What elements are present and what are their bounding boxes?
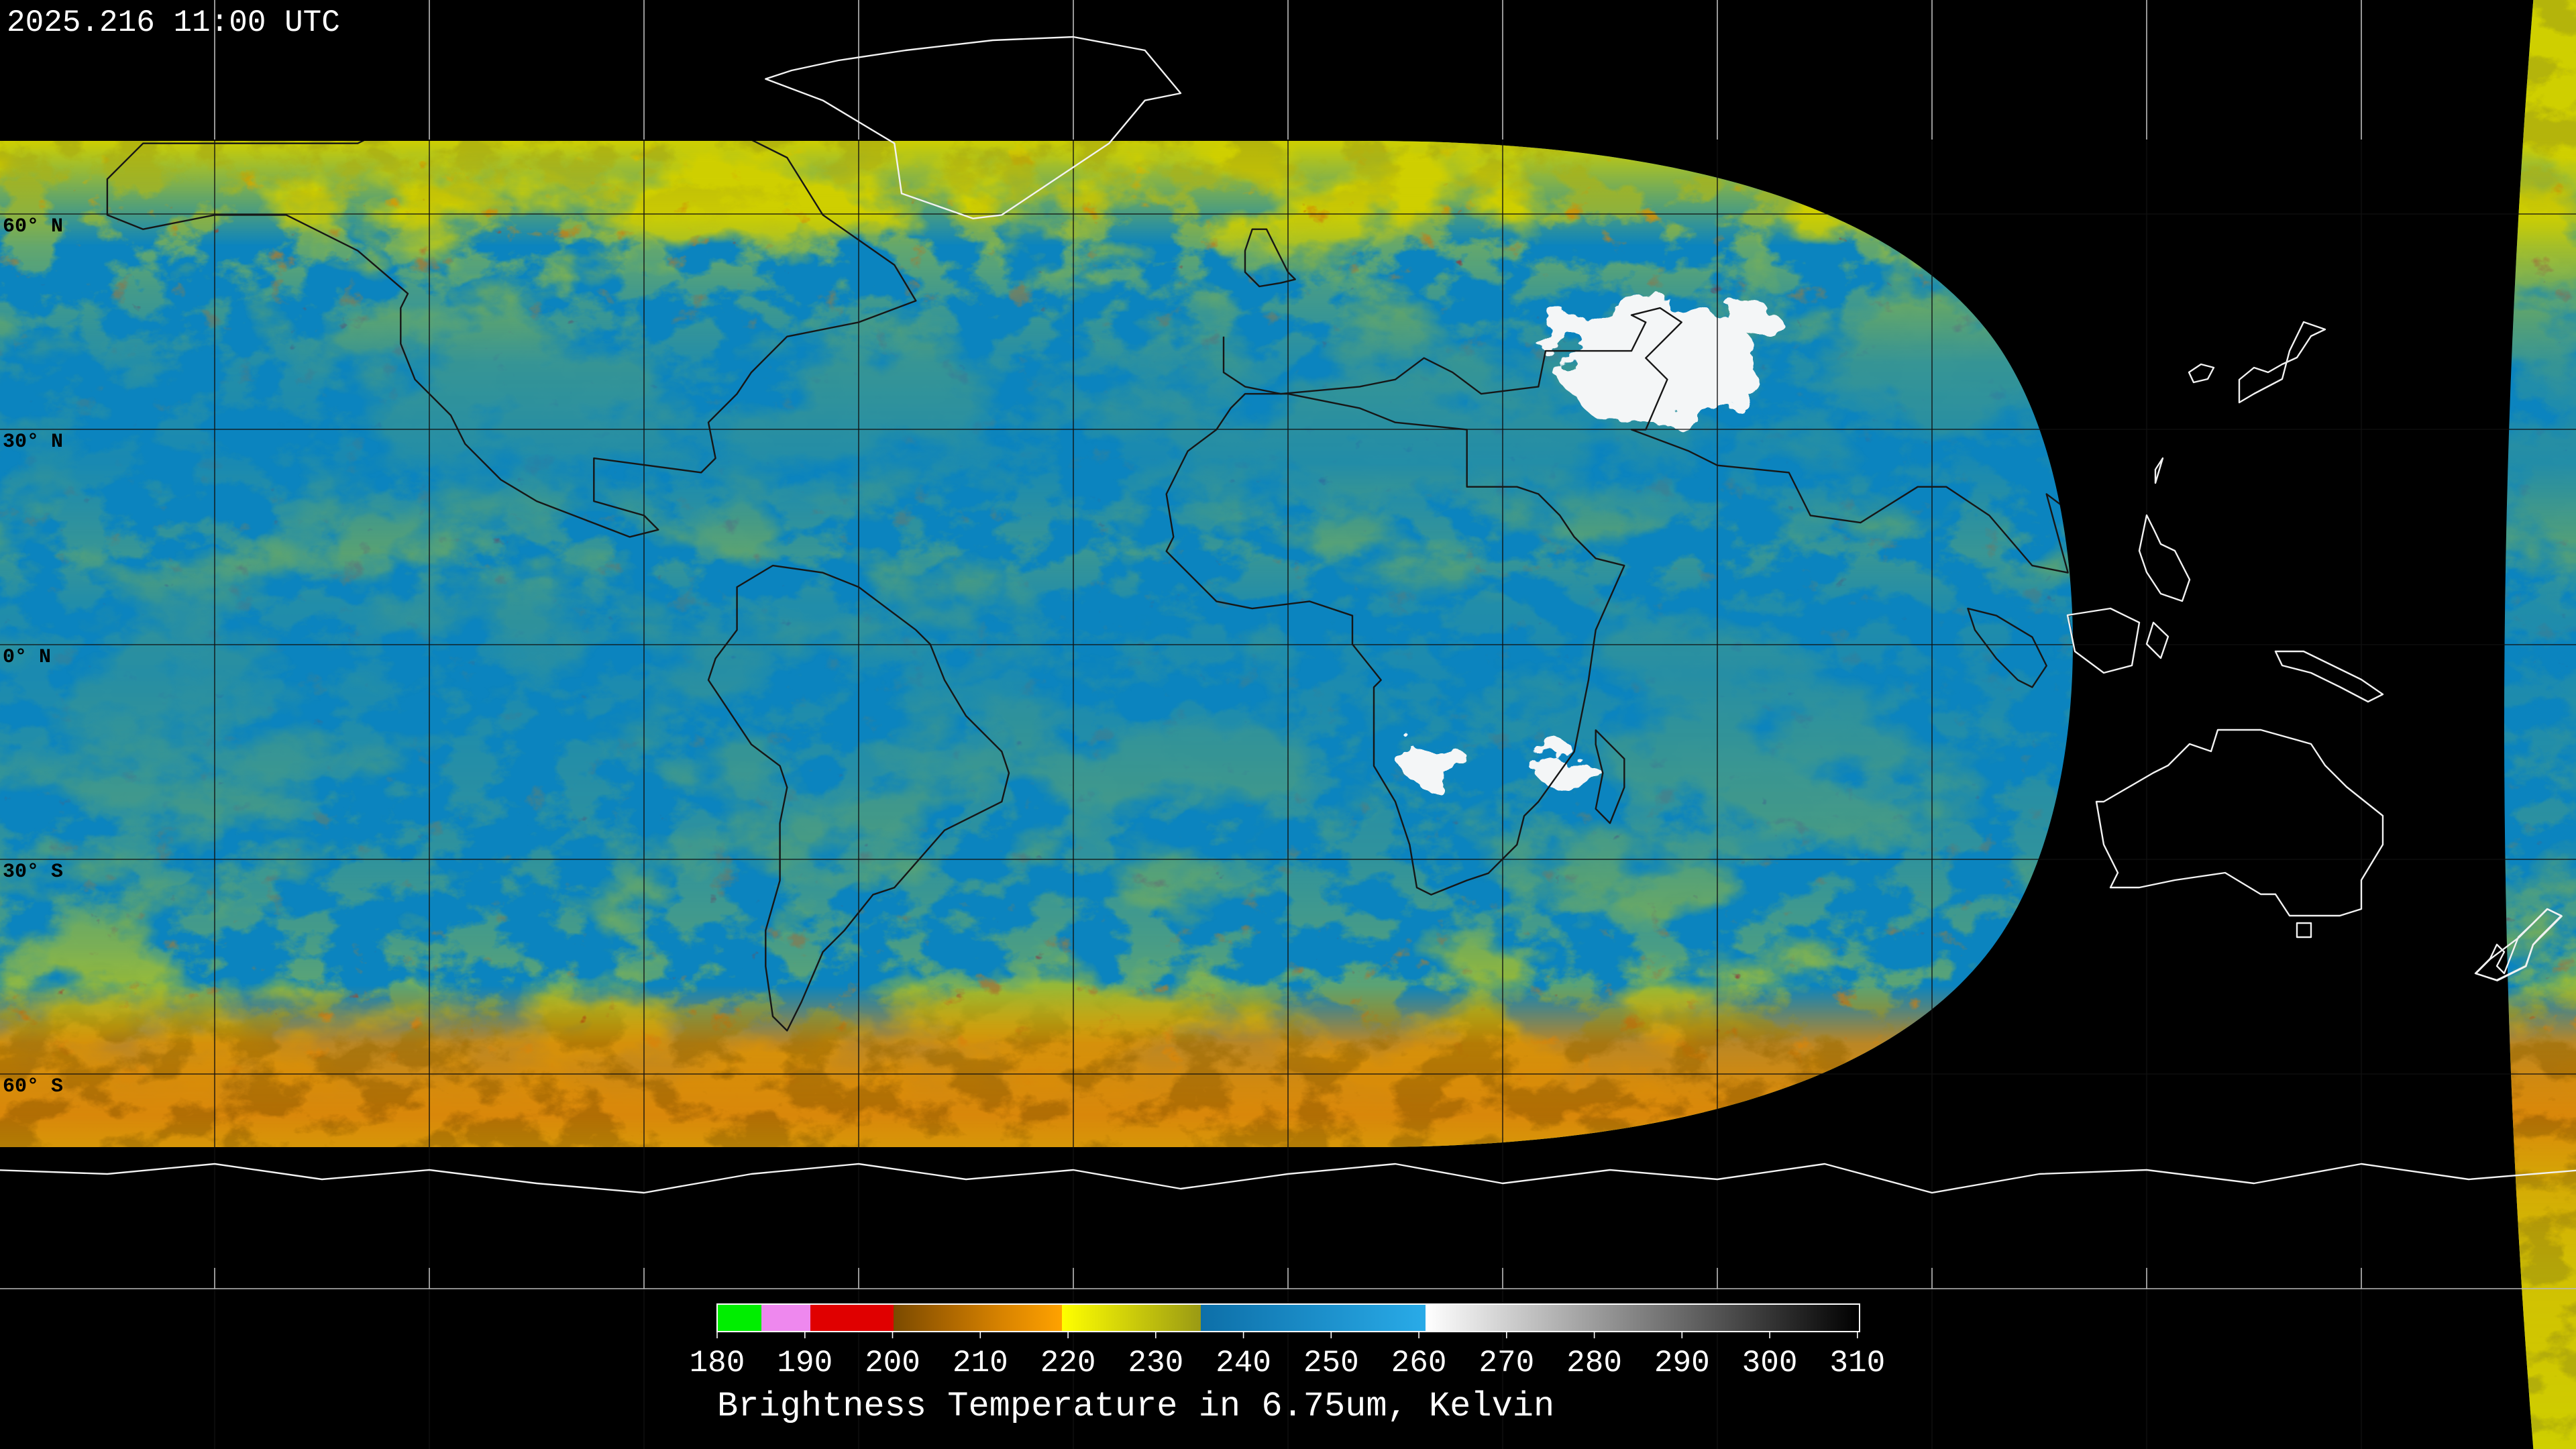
- svg-text:280: 280: [1566, 1346, 1622, 1381]
- svg-text:300: 300: [1742, 1346, 1798, 1381]
- svg-text:220: 220: [1040, 1346, 1096, 1381]
- svg-text:Brightness Temperature in 6.75: Brightness Temperature in 6.75um, Kelvin: [717, 1387, 1554, 1426]
- svg-text:290: 290: [1654, 1346, 1710, 1381]
- svg-text:60° S: 60° S: [3, 1075, 63, 1098]
- svg-text:250: 250: [1303, 1346, 1359, 1381]
- svg-text:230: 230: [1128, 1346, 1183, 1381]
- svg-text:30° N: 30° N: [3, 431, 63, 453]
- svg-text:240: 240: [1216, 1346, 1271, 1381]
- svg-text:60° N: 60° N: [3, 215, 63, 238]
- svg-text:200: 200: [865, 1346, 920, 1381]
- svg-text:180: 180: [690, 1346, 745, 1381]
- svg-text:30° S: 30° S: [3, 861, 63, 883]
- svg-text:260: 260: [1391, 1346, 1447, 1381]
- svg-text:210: 210: [953, 1346, 1008, 1381]
- svg-text:190: 190: [777, 1346, 833, 1381]
- svg-text:310: 310: [1829, 1346, 1885, 1381]
- svg-text:270: 270: [1479, 1346, 1534, 1381]
- svg-text:0° N: 0° N: [3, 646, 51, 669]
- svg-text:2025.216 11:00 UTC: 2025.216 11:00 UTC: [7, 5, 340, 40]
